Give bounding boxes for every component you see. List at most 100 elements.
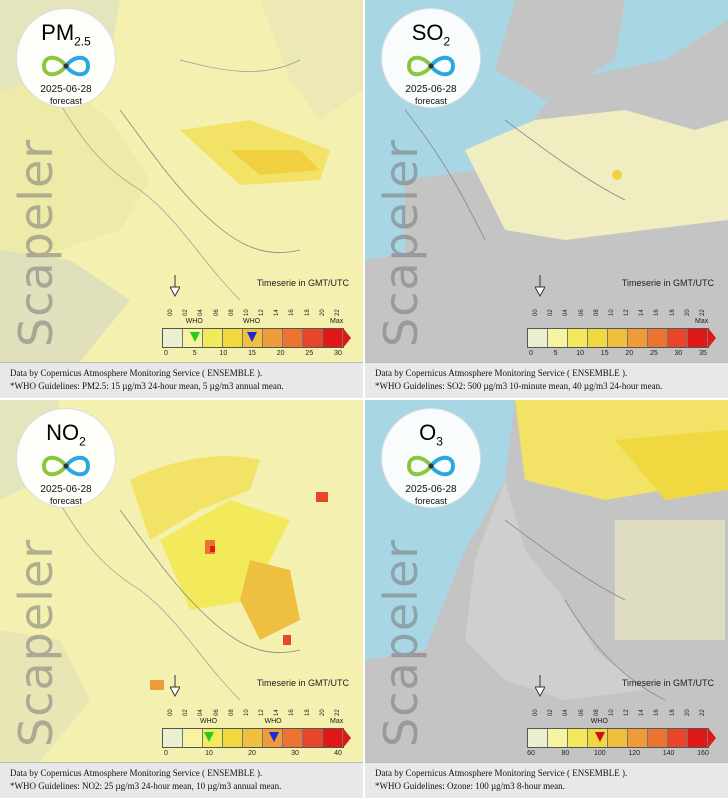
scale-tick: 5 bbox=[553, 350, 558, 357]
scale-tick: 10 bbox=[219, 350, 228, 357]
no2-map bbox=[0, 400, 363, 762]
scapeler-logo-icon bbox=[41, 456, 91, 477]
hour-label: 22 bbox=[699, 709, 706, 716]
timeserie-label: Timeserie in GMT/UTC bbox=[256, 678, 349, 688]
scale-tick: 10 bbox=[205, 750, 213, 757]
scale-bar bbox=[162, 728, 351, 748]
hour-label: 02 bbox=[548, 709, 555, 716]
scale-segment bbox=[548, 329, 568, 347]
time-axis: 00 02 04 06 08 10 12 14 16 18 20 22 bbox=[527, 704, 717, 718]
scale-segment bbox=[283, 729, 303, 747]
hour-label: 14 bbox=[639, 709, 646, 716]
footer-source: Data by Copernicus Atmosphere Monitoring… bbox=[375, 768, 628, 778]
time-axis: 00 02 04 06 08 10 12 14 16 18 20 22 bbox=[162, 304, 352, 318]
scale-tick: 0 bbox=[164, 750, 168, 757]
scale-ticks: 0 5 10 15 20 25 30 bbox=[162, 350, 352, 362]
hour-label: 18 bbox=[304, 309, 311, 316]
scale-arrow-icon bbox=[343, 328, 351, 348]
scale-tick: 40 bbox=[334, 750, 342, 757]
scale-segment bbox=[263, 329, 283, 347]
scale-segment bbox=[628, 329, 648, 347]
pollutant-badge: O3 2025-06-28 forecast bbox=[381, 408, 481, 508]
color-scale: WHO bbox=[527, 718, 717, 748]
footer: Data by Copernicus Atmosphere Monitoring… bbox=[0, 362, 363, 398]
scapeler-logo-icon bbox=[41, 56, 91, 77]
scale-tick: 10 bbox=[576, 350, 585, 357]
hour-label: 08 bbox=[228, 309, 235, 316]
hour-label: 16 bbox=[289, 309, 296, 316]
forecast-date: 2025-06-28 bbox=[405, 484, 457, 496]
pm25-panel: Scapeler PM2.5 2025-06-28 forecast Times… bbox=[0, 0, 363, 398]
scale-arrow-icon bbox=[708, 328, 716, 348]
hour-label: 22 bbox=[334, 709, 341, 716]
hour-label: 14 bbox=[274, 309, 281, 316]
hour-label: 10 bbox=[243, 709, 250, 716]
scale-tick: 100 bbox=[593, 750, 606, 757]
pollutant-title: O3 bbox=[419, 420, 443, 449]
hour-label: 20 bbox=[684, 309, 691, 316]
scale-segment bbox=[323, 729, 343, 747]
hour-label: 18 bbox=[304, 709, 311, 716]
current-time-arrow-icon bbox=[170, 275, 180, 297]
scale-tick: 5 bbox=[192, 350, 197, 357]
who-marker-icon bbox=[204, 732, 214, 742]
hour-label: 18 bbox=[669, 309, 676, 316]
footer: Data by Copernicus Atmosphere Monitoring… bbox=[0, 762, 363, 798]
scale-segment bbox=[243, 729, 263, 747]
scale-segment bbox=[183, 729, 203, 747]
scale-tick: 80 bbox=[561, 750, 570, 757]
scale-tick: 20 bbox=[276, 350, 285, 357]
scale-tick: 30 bbox=[334, 350, 342, 357]
hour-label: 18 bbox=[669, 709, 676, 716]
current-time-arrow-icon bbox=[535, 275, 545, 297]
who-marker-icon bbox=[189, 332, 200, 342]
hour-label: 12 bbox=[624, 309, 630, 316]
scale-segment bbox=[223, 329, 243, 347]
scale-tick: 35 bbox=[699, 350, 707, 357]
scapeler-logo-icon bbox=[406, 456, 456, 477]
footer: Data by Copernicus Atmosphere Monitoring… bbox=[365, 762, 728, 798]
pm25-map bbox=[0, 0, 363, 362]
scale-segment bbox=[628, 729, 648, 747]
who-marker-icon bbox=[268, 732, 279, 742]
scale-segment bbox=[528, 729, 548, 747]
hour-label: 16 bbox=[654, 309, 661, 316]
who-marker-icon bbox=[247, 332, 257, 342]
footer-who: *WHO Guidelines: NO2: 25 µg/m3 24-hour m… bbox=[10, 781, 282, 791]
hour-label: 06 bbox=[213, 709, 220, 716]
pollutant-title: SO2 bbox=[411, 20, 451, 49]
hour-label: 14 bbox=[639, 309, 646, 316]
hour-label: 04 bbox=[563, 309, 570, 316]
forecast-date: 2025-06-28 bbox=[40, 84, 92, 96]
current-time-arrow-icon bbox=[535, 675, 545, 697]
time-axis: 00 02 04 06 08 10 12 14 16 18 20 22 bbox=[527, 304, 717, 318]
current-time-arrow-icon bbox=[170, 675, 180, 697]
scapeler-logo-icon bbox=[406, 56, 456, 77]
so2-panel: Scapeler SO2 2025-06-28 forecast Timeser… bbox=[365, 0, 728, 398]
footer-who: *WHO Guidelines: Ozone: 100 µg/m3 8-hour… bbox=[375, 781, 565, 791]
scale-tick: 20 bbox=[248, 750, 256, 757]
scale-segment bbox=[528, 329, 548, 347]
forecast-label: forecast bbox=[49, 496, 82, 507]
hour-label: 12 bbox=[259, 709, 265, 716]
scale-segment bbox=[568, 329, 588, 347]
hour-label: 20 bbox=[319, 709, 326, 716]
scale-segment bbox=[203, 329, 223, 347]
footer: Data by Copernicus Atmosphere Monitoring… bbox=[365, 362, 728, 398]
scale-segment bbox=[283, 329, 303, 347]
who-label: WHO bbox=[243, 318, 261, 325]
panel-divider-horizontal bbox=[0, 398, 728, 400]
who-label: WHO bbox=[185, 318, 203, 325]
footer-who: *WHO Guidelines: SO2: 500 µg/m3 10-minut… bbox=[375, 381, 663, 391]
pollutant-badge: PM2.5 2025-06-28 forecast bbox=[16, 8, 116, 108]
hour-label: 02 bbox=[548, 309, 555, 316]
scale-tick: 25 bbox=[305, 350, 314, 357]
forecast-label: forecast bbox=[49, 96, 82, 107]
hour-label: 08 bbox=[593, 309, 600, 316]
timeserie-label: Timeserie in GMT/UTC bbox=[621, 678, 714, 688]
scale-segment bbox=[608, 329, 628, 347]
scale-tick: 15 bbox=[600, 350, 609, 357]
scale-segment bbox=[548, 729, 568, 747]
footer-source: Data by Copernicus Atmosphere Monitoring… bbox=[10, 368, 263, 378]
hour-label: 06 bbox=[213, 309, 220, 316]
